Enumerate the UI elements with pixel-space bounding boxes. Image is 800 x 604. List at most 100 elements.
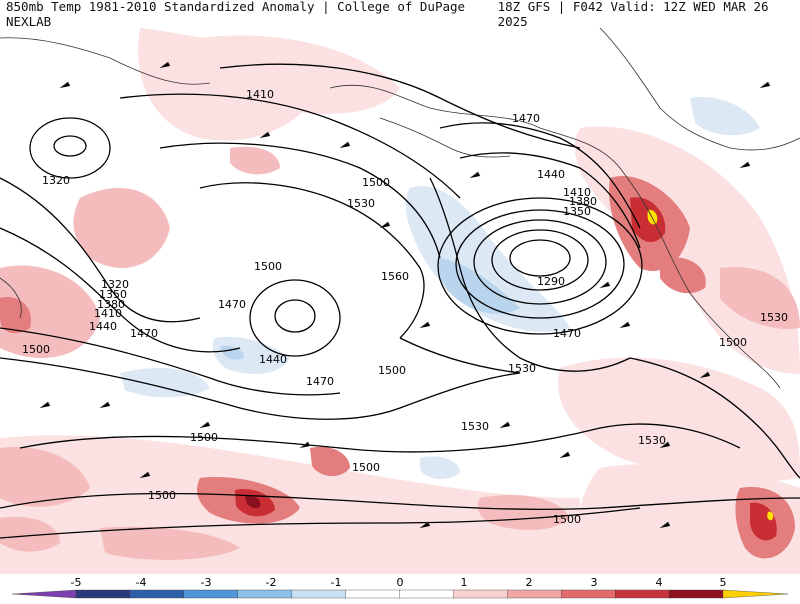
colorbar-tick: 0 [397,576,404,589]
warm-area [720,267,800,329]
colorbar-tick: 5 [720,576,727,589]
wind-barb [39,401,51,409]
warm-area [660,257,706,294]
height-contours [0,63,800,539]
colorbar-swatch [668,589,724,599]
contour-line [29,117,111,179]
contour-label: 1530 [508,362,536,375]
colorbar-swatch [453,589,508,599]
coastline [329,84,781,389]
colorbar-swatches [75,589,724,599]
wind-barb [739,161,751,169]
cold-area [120,368,210,398]
contour-labels: 1410 1320 1320 1350 1380 1410 1440 1470 … [22,88,788,526]
colorbar-tick: 3 [591,576,598,589]
contour-label: 1500 [378,364,406,377]
contour-line [629,357,800,479]
contour-label: 1500 [148,489,176,502]
contour-label: 1530 [461,420,489,433]
warm-area [100,526,240,560]
colorbar-swatch [237,589,293,599]
cold-area [212,336,290,374]
contour-line [509,239,571,277]
contour-label: 1500 [553,513,581,526]
contour-label: 1410 [94,307,122,320]
colorbar-left-arrow [11,589,77,599]
contour-label: 1530 [347,197,375,210]
contour-line [199,182,425,339]
colorbar-swatch [291,589,347,599]
wind-barb [259,131,271,139]
wind-barb [59,81,71,89]
contour-line [429,177,631,372]
colorbar-tick: -3 [201,576,212,589]
contour-line [0,357,521,420]
colorbar-swatch [183,589,239,599]
warm-area [200,35,400,114]
wind-barb [659,441,671,449]
wind-barbs [39,61,771,529]
colorbar-swatch [561,589,616,599]
warm-area [0,265,100,358]
map-title-right: 18Z GFS | F042 Valid: 12Z WED MAR 26 202… [497,0,769,29]
contour-label: 1470 [306,375,334,388]
wind-barb [99,401,111,409]
contour-line [491,229,589,291]
wind-barb [299,441,311,449]
contour-label: 1440 [537,168,565,181]
warm-area [230,146,280,175]
wind-barb [559,451,571,459]
cold-area [438,258,520,314]
contour-label: 1500 [719,336,747,349]
map-title-bar: 850mb Temp 1981-2010 Standardized Anomal… [0,0,800,29]
contour-line [219,63,581,149]
colorbar-tick: -4 [136,576,147,589]
contour-label: 1560 [381,270,409,283]
warm-area [0,297,31,334]
contour-label: 1440 [259,353,287,366]
weather-map: 1410 1320 1320 1350 1380 1410 1440 1470 … [0,28,800,574]
coastline [0,37,211,85]
warm-area [310,446,350,477]
contour-line [439,122,641,229]
colorbar-swatch [399,589,455,599]
coastline [379,117,511,158]
contour-label: 1500 [352,461,380,474]
colorbar-right-arrow [722,589,789,599]
colorbar-tick: 1 [461,576,468,589]
warm-area [574,126,800,374]
warm-area [73,188,170,268]
anomaly-colorbar: -5 -4 -3 -2 -1 0 1 2 3 4 5 [0,574,800,600]
contour-label: 1470 [130,327,158,340]
wind-barb [139,471,151,479]
contour-label: 1410 [246,88,274,101]
contour-label: 1350 [99,288,127,301]
contour-line [0,507,641,539]
wind-barb [469,171,481,179]
warm-area [558,357,800,482]
map-title-left: 850mb Temp 1981-2010 Standardized Anomal… [6,0,466,29]
contour-label: 1320 [42,174,70,187]
colorbar-swatch [345,589,401,599]
wind-barb [339,141,351,149]
cold-area [690,97,760,136]
warm-area [0,447,90,507]
contour-line [455,209,625,319]
contour-label: 1290 [537,275,565,288]
contour-line [399,337,521,374]
contour-label: 1410 [563,186,591,199]
contour-line [459,152,641,249]
contour-label: 1530 [760,311,788,324]
colorbar-tick: -5 [71,576,82,589]
contour-line [0,227,241,353]
contour-label: 1470 [553,327,581,340]
warm-area [630,197,666,243]
colorbar-tick: 2 [526,576,533,589]
warm-area [0,516,60,552]
contour-label: 1500 [254,260,282,273]
cold-area [420,456,460,480]
wind-barb [379,221,391,229]
wind-barb [159,61,171,69]
contour-line [53,135,87,157]
colorbar-swatch [615,589,670,599]
